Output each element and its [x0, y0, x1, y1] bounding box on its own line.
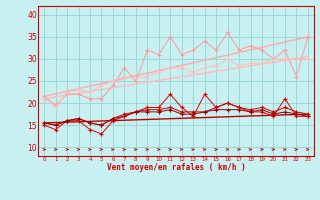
X-axis label: Vent moyen/en rafales ( km/h ): Vent moyen/en rafales ( km/h ): [107, 163, 245, 172]
